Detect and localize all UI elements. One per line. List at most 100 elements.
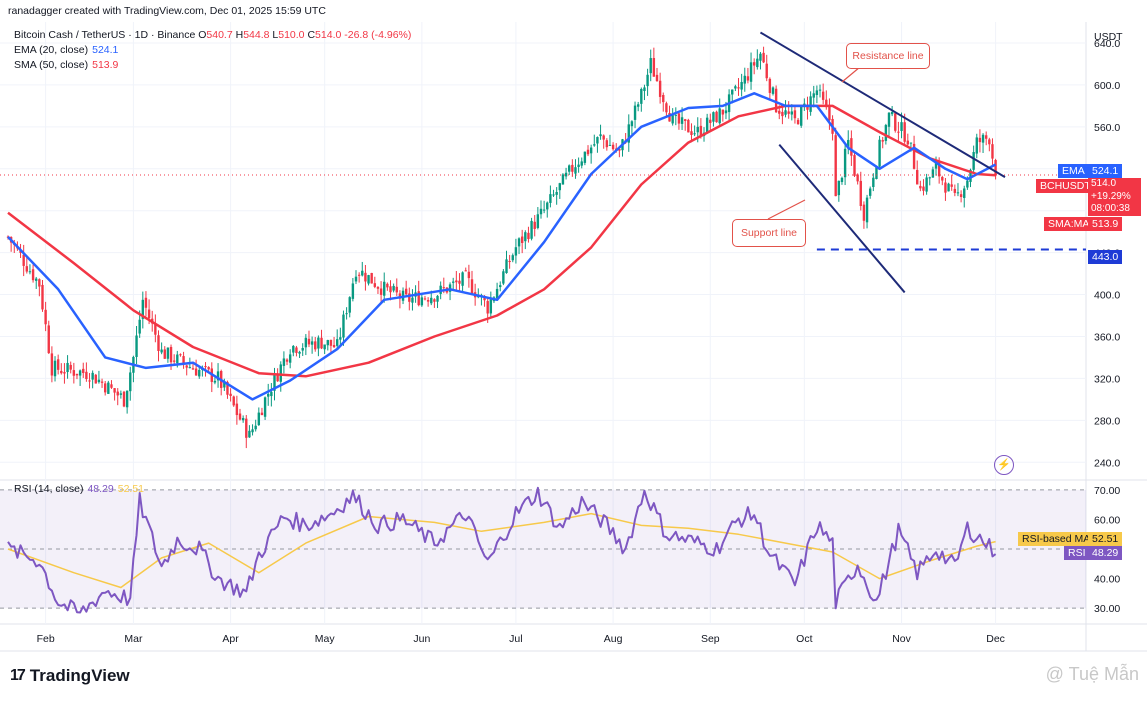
candle-body — [517, 238, 521, 247]
candle-body — [94, 374, 97, 384]
candle-body — [611, 144, 615, 150]
candle-body — [172, 360, 176, 362]
resistance-pointer — [841, 66, 861, 83]
candle-body — [508, 260, 511, 263]
candle-body — [815, 90, 819, 96]
tradingview-logo-icon: 17 — [10, 667, 26, 684]
candle-body — [160, 349, 163, 353]
candle-body — [947, 183, 950, 192]
candle-body — [141, 299, 145, 319]
candle-body — [426, 300, 430, 302]
candle-body — [263, 397, 267, 417]
close-value: 514.0 — [315, 29, 342, 41]
candle-body — [279, 364, 282, 382]
candle-body — [530, 220, 533, 239]
candle-body — [884, 125, 888, 141]
candle-body — [693, 133, 696, 135]
candle-body — [317, 337, 320, 349]
candle-body — [207, 367, 210, 370]
candle-body — [511, 255, 514, 261]
support-annotation[interactable]: Support line — [732, 219, 806, 247]
level-axis-value: 443.0 — [1088, 250, 1123, 264]
candle-body — [536, 214, 540, 228]
candle-body — [972, 152, 975, 170]
candle-body — [787, 111, 790, 114]
candle-body — [862, 204, 866, 221]
candle-body — [91, 372, 94, 380]
resistance-annotation[interactable]: Resistance line — [846, 43, 930, 69]
candle-body — [903, 122, 906, 142]
candle-body — [304, 337, 308, 348]
sma-legend[interactable]: SMA (50, close) 513.9 — [14, 59, 118, 71]
symbol-title[interactable]: Bitcoin Cash / TetherUS · 1D · Binance — [14, 29, 196, 41]
candle-body — [31, 269, 35, 281]
candle-body — [963, 188, 966, 198]
rsi-tick-label: 70.00 — [1094, 485, 1120, 497]
candle-body — [759, 53, 762, 61]
candle-body — [837, 180, 841, 196]
candle-body — [458, 280, 461, 284]
tradingview-logo[interactable]: 17 TradingView — [10, 666, 130, 686]
candle-body — [743, 75, 746, 84]
creator-caption: ranadagger created with TradingView.com,… — [8, 5, 326, 17]
candle-body — [260, 412, 264, 416]
candle-body — [502, 271, 505, 284]
candle-body — [687, 119, 690, 133]
candle-body — [589, 147, 593, 154]
candle-body — [373, 283, 377, 287]
candle-body — [640, 88, 643, 104]
candle-body — [768, 78, 772, 93]
candle-body — [495, 288, 499, 299]
price-tick-label: 280.0 — [1094, 415, 1120, 427]
candle-body — [784, 110, 787, 115]
candle-body — [179, 354, 182, 356]
candle-body — [633, 105, 637, 120]
ema-legend[interactable]: EMA (20, close) 524.1 — [14, 44, 118, 56]
candle-body — [872, 177, 875, 188]
candle-body — [348, 297, 351, 313]
candle-body — [298, 351, 301, 354]
candle-body — [941, 176, 944, 181]
candle-body — [285, 359, 289, 362]
candle-body — [583, 151, 587, 163]
candle-body — [254, 425, 257, 430]
candle-body — [433, 299, 436, 302]
alert-icon[interactable]: ⚡ — [994, 455, 1014, 475]
candle-body — [326, 340, 329, 346]
candle-body — [452, 281, 455, 283]
rsi-legend[interactable]: RSI (14, close) 48.29 52.51 — [14, 483, 144, 495]
candle-body — [793, 110, 797, 119]
candle-body — [928, 177, 931, 179]
candle-body — [712, 112, 715, 122]
candle-body — [652, 58, 656, 77]
candle-body — [229, 393, 232, 397]
support-line[interactable] — [778, 144, 906, 294]
price-tick-label: 360.0 — [1094, 331, 1120, 343]
candle-body — [684, 119, 687, 121]
price-tick-label: 560.0 — [1094, 122, 1120, 134]
candle-body — [241, 418, 245, 421]
currency-label[interactable]: USDT — [1094, 31, 1123, 43]
logo-text: TradingView — [29, 666, 130, 685]
candle-body — [505, 259, 508, 274]
resistance-line[interactable] — [759, 31, 1006, 179]
candle-body — [746, 76, 750, 81]
candle-body — [796, 119, 800, 125]
candle-body — [636, 104, 640, 107]
candle-body — [762, 52, 765, 63]
price-tick-label: 320.0 — [1094, 373, 1120, 385]
candle-body — [643, 87, 646, 92]
candle-body — [953, 188, 957, 193]
candle-body — [144, 297, 148, 308]
candle-body — [379, 288, 383, 295]
open-label: O — [198, 29, 207, 41]
candle-body — [828, 106, 831, 121]
sma50-line — [7, 104, 996, 378]
candle-body — [821, 91, 825, 100]
sma-axis-value: 513.9 — [1088, 217, 1123, 231]
ema-axis-label: EMA — [1058, 164, 1089, 178]
candle-body — [850, 138, 853, 156]
candle-body — [937, 161, 941, 177]
candle-body — [649, 58, 652, 74]
